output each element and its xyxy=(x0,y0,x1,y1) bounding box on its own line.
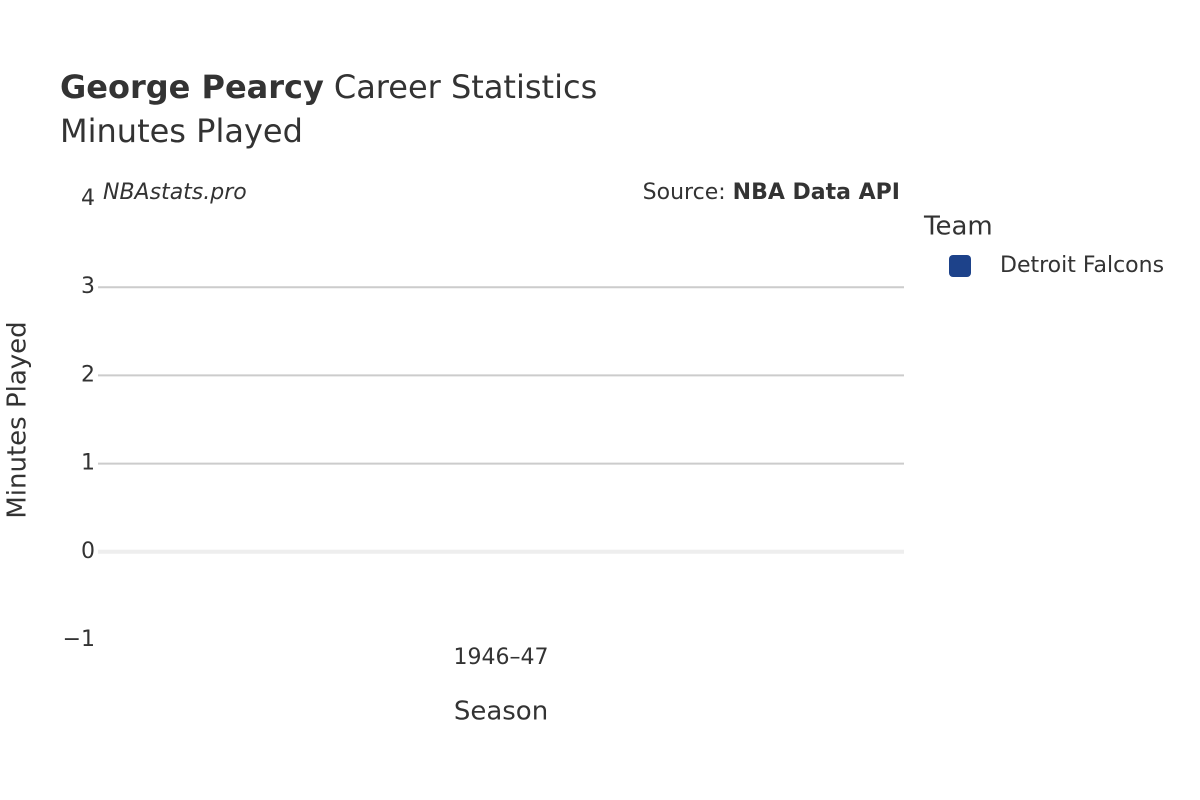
title-bold: George Pearcy xyxy=(60,68,324,106)
y-tick-label: 1 xyxy=(81,451,95,476)
source-name: NBA Data API xyxy=(733,180,900,205)
x-axis-title: Season xyxy=(454,697,548,727)
y-tick-label: 2 xyxy=(81,362,95,387)
legend-label: Detroit Falcons xyxy=(1000,253,1164,278)
legend-title: Team xyxy=(923,212,993,242)
source-label: Source: xyxy=(643,180,726,205)
watermark: NBAstats.pro xyxy=(103,180,247,205)
y-axis-title: Minutes Played xyxy=(3,321,33,518)
chart-title: George Pearcy Career Statistics xyxy=(60,68,597,106)
y-tick-label: 0 xyxy=(81,539,95,564)
chart-subtitle: Minutes Played xyxy=(60,112,303,150)
legend-swatch xyxy=(949,255,971,277)
source-note: Source: NBA Data API xyxy=(643,180,900,205)
x-tick-label: 1946–47 xyxy=(454,645,549,670)
y-tick-label: 3 xyxy=(81,274,95,299)
y-tick-label: −1 xyxy=(63,627,95,652)
title-rest: Career Statistics xyxy=(334,68,597,106)
y-tick-label: 4 xyxy=(81,186,95,211)
